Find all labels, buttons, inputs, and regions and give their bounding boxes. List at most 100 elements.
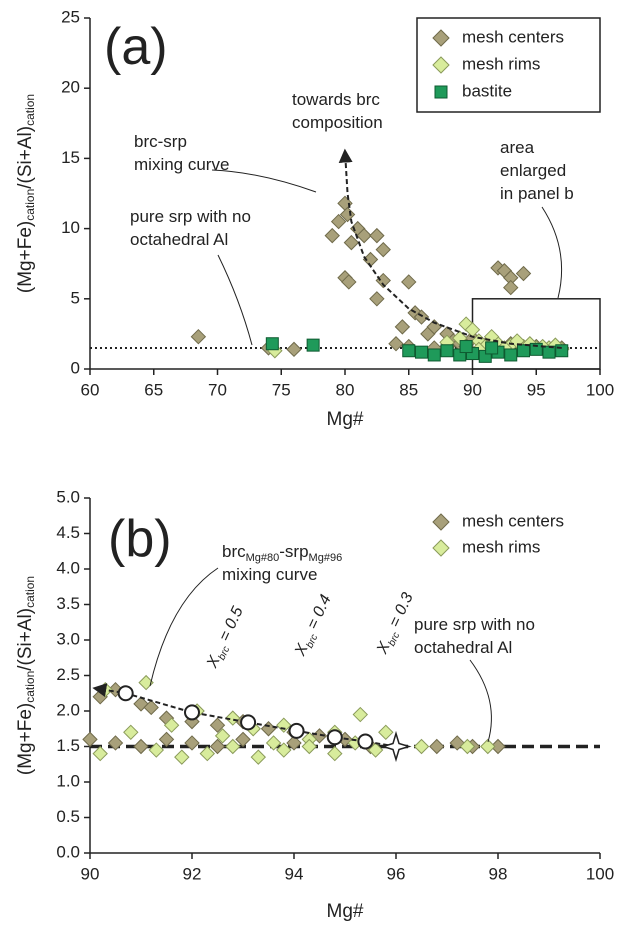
text-part: area [500, 138, 535, 157]
x-tick-label: 85 [399, 380, 418, 399]
x-tick-label: 92 [183, 864, 202, 883]
y-tick-label: 3.0 [56, 629, 80, 648]
point [517, 344, 530, 358]
text-part: pure srp with no [414, 615, 535, 634]
point [265, 337, 279, 351]
leader-line [211, 169, 317, 193]
annotation: brcMg#80-srpMg#96 [222, 542, 342, 563]
text-part: octahedral Al [414, 638, 512, 657]
text-part: brc-srp [134, 132, 187, 151]
mixing-point [117, 685, 134, 702]
point [306, 338, 320, 352]
leader-line [217, 254, 253, 346]
point [485, 341, 499, 355]
point [148, 742, 165, 758]
text-part: pure srp with no [130, 207, 251, 226]
point [555, 344, 569, 358]
text-part: brc [304, 633, 320, 650]
annotation: pure srp with no [414, 615, 535, 634]
text-part: /(Si+Al) [15, 608, 36, 671]
mixing-curve [338, 148, 562, 349]
x-tick-label: 65 [144, 380, 163, 399]
legend-marker [434, 85, 448, 99]
point [369, 291, 385, 307]
legend-marker [432, 513, 450, 531]
text-part: (Mg+Fe) [15, 221, 36, 293]
point [276, 742, 292, 758]
point [427, 348, 441, 362]
text-part: in panel b [500, 184, 574, 203]
y-axis-label: (Mg+Fe)cation/(Si+Al)cation [15, 94, 37, 293]
text-part: (b) [108, 510, 172, 568]
point [107, 735, 124, 751]
point [388, 336, 404, 352]
leader-line [149, 567, 219, 687]
annotation: composition [292, 113, 383, 132]
text-part: cation [23, 576, 37, 608]
legend-box [416, 17, 601, 113]
text-part: brc [216, 645, 232, 662]
x-tick-label: 96 [387, 864, 406, 883]
x-tick-label: 98 [489, 864, 508, 883]
point [367, 742, 384, 758]
mixing-point [184, 704, 200, 721]
mixing-point [357, 733, 374, 750]
point [163, 717, 180, 733]
point [184, 735, 200, 751]
text-part: octahedral Al [130, 230, 228, 249]
y-tick-label: 5.0 [56, 487, 80, 506]
y-tick-label: 3.5 [56, 594, 80, 613]
x-tick-label: 60 [81, 380, 100, 399]
text-part: composition [292, 113, 383, 132]
text-part: = 0.4 [302, 592, 335, 636]
point [250, 749, 267, 765]
point [402, 344, 416, 358]
point [337, 195, 353, 212]
x-tick-label: 90 [81, 864, 100, 883]
text-part: mixing curve [222, 565, 317, 584]
text-part: towards brc [292, 90, 380, 109]
point [143, 699, 159, 716]
point [286, 735, 302, 751]
point [339, 206, 356, 223]
mixing-point [326, 729, 343, 746]
y-tick-label: 1.0 [56, 771, 80, 790]
legend-marker [432, 56, 450, 74]
point [515, 265, 532, 282]
point [276, 717, 292, 733]
x-tick-label: 95 [527, 380, 546, 399]
legend-marker [432, 539, 450, 557]
point [225, 738, 241, 755]
y-tick-label: 4.5 [56, 523, 80, 542]
point [490, 738, 506, 755]
legend-label: mesh centers [462, 511, 564, 530]
point [209, 717, 226, 733]
legend-label: mesh centers [462, 27, 564, 46]
text-part: Mg#80 [246, 552, 280, 564]
annotation: Xbrc = 0.3 [374, 590, 420, 658]
point [324, 227, 340, 244]
point [341, 274, 357, 290]
point [225, 710, 241, 726]
y-tick-label: 4.0 [56, 558, 80, 577]
point [235, 731, 251, 748]
point [440, 344, 454, 358]
x-axis-label: Mg# [327, 901, 364, 922]
text-part: brc [222, 542, 246, 561]
text-part: /(Si+Al) [15, 126, 36, 189]
leader-line [541, 206, 563, 299]
y-tick-label: 20 [61, 78, 80, 97]
annotation: octahedral Al [414, 638, 512, 657]
point [401, 274, 417, 290]
x-tick-label: 75 [272, 380, 291, 399]
x-tick-label: 90 [463, 380, 482, 399]
panel-label: (b) [108, 510, 172, 568]
y-tick-label: 25 [61, 7, 80, 26]
annotation: pure srp with no [130, 207, 251, 226]
x-tick-label: 70 [208, 380, 227, 399]
text-part: enlarged [500, 161, 566, 180]
x-tick-label: 80 [336, 380, 355, 399]
point [504, 348, 518, 362]
text-part: = 0.3 [384, 590, 417, 634]
point [413, 309, 430, 325]
